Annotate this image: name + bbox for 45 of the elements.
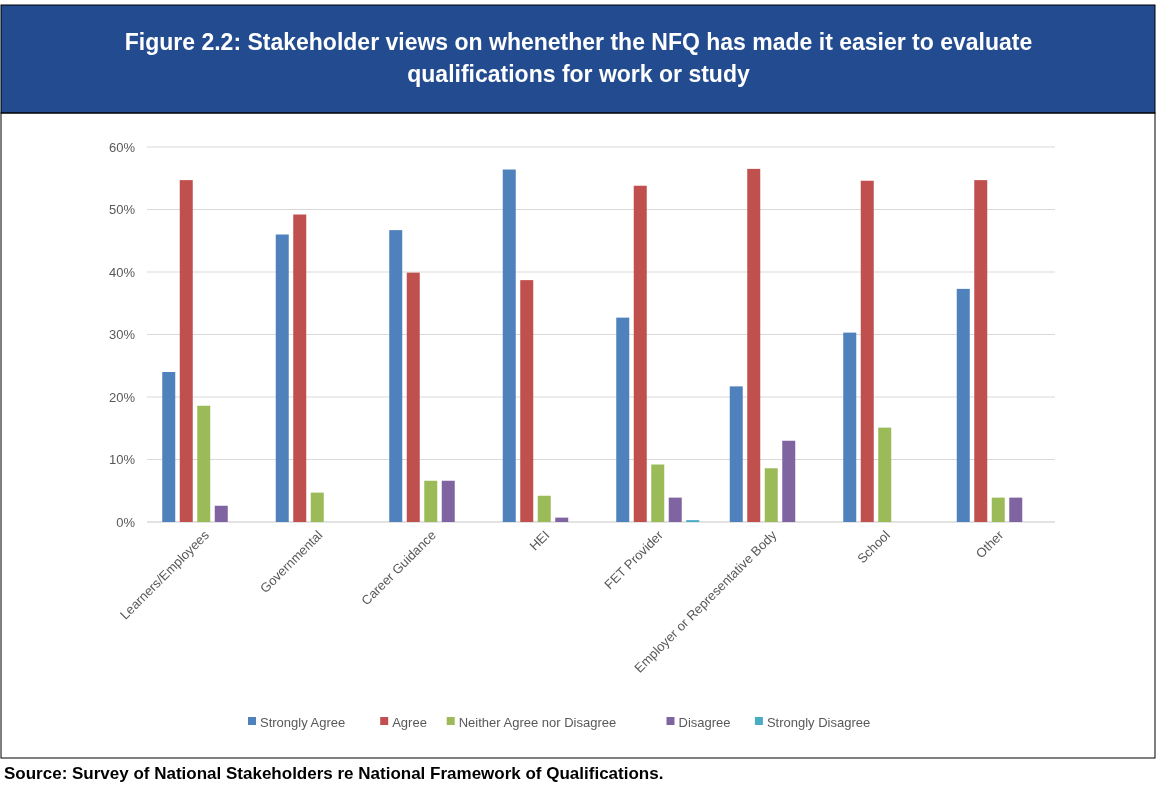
bar	[878, 427, 892, 522]
bar	[668, 497, 682, 522]
y-tick-label: 20%	[108, 389, 136, 405]
bar	[275, 234, 289, 522]
bar	[633, 185, 647, 522]
bar	[974, 180, 988, 522]
bar	[424, 480, 438, 522]
y-tick-label: 0%	[116, 514, 136, 530]
y-tick-label: 10%	[108, 452, 136, 468]
bar	[843, 332, 857, 522]
y-tick-label: 60%	[108, 139, 136, 155]
bar	[616, 317, 630, 522]
bar	[162, 372, 176, 522]
legend-label: Neither Agree nor Disagree	[458, 714, 617, 730]
bar	[555, 517, 569, 522]
bar	[764, 468, 778, 522]
bar	[406, 272, 420, 522]
bar	[389, 230, 403, 522]
legend-label: Strongly Disagree	[766, 714, 871, 730]
y-tick-label: 30%	[108, 327, 136, 343]
bar	[782, 440, 796, 522]
bar	[179, 180, 193, 522]
bar	[502, 169, 516, 522]
legend-label: Strongly Agree	[260, 714, 346, 730]
bar	[1009, 497, 1023, 522]
bar	[651, 464, 665, 522]
bar	[441, 480, 455, 522]
bar	[860, 180, 874, 522]
chart-title: Figure 2.2: Stakeholder views on whenether the NFQ has made it easier to evaluate qualifications for work or study	[124, 29, 1033, 87]
bar	[956, 288, 970, 522]
source-note: Source: Survey of National Stakeholders re National Framework of Qualifications.	[4, 764, 664, 783]
legend-label: Disagree	[678, 714, 731, 730]
bar	[747, 168, 761, 522]
bar	[520, 280, 534, 522]
y-tick-label: 50%	[108, 202, 136, 218]
legend-label: Agree	[392, 714, 427, 730]
x-tick-label: HEI	[526, 527, 553, 554]
bar	[991, 497, 1005, 522]
bar	[197, 405, 211, 522]
bar	[310, 492, 324, 522]
bar	[729, 386, 743, 522]
bar	[214, 505, 228, 522]
bar	[293, 214, 307, 522]
bar	[537, 495, 551, 522]
y-tick-label: 40%	[108, 264, 136, 280]
